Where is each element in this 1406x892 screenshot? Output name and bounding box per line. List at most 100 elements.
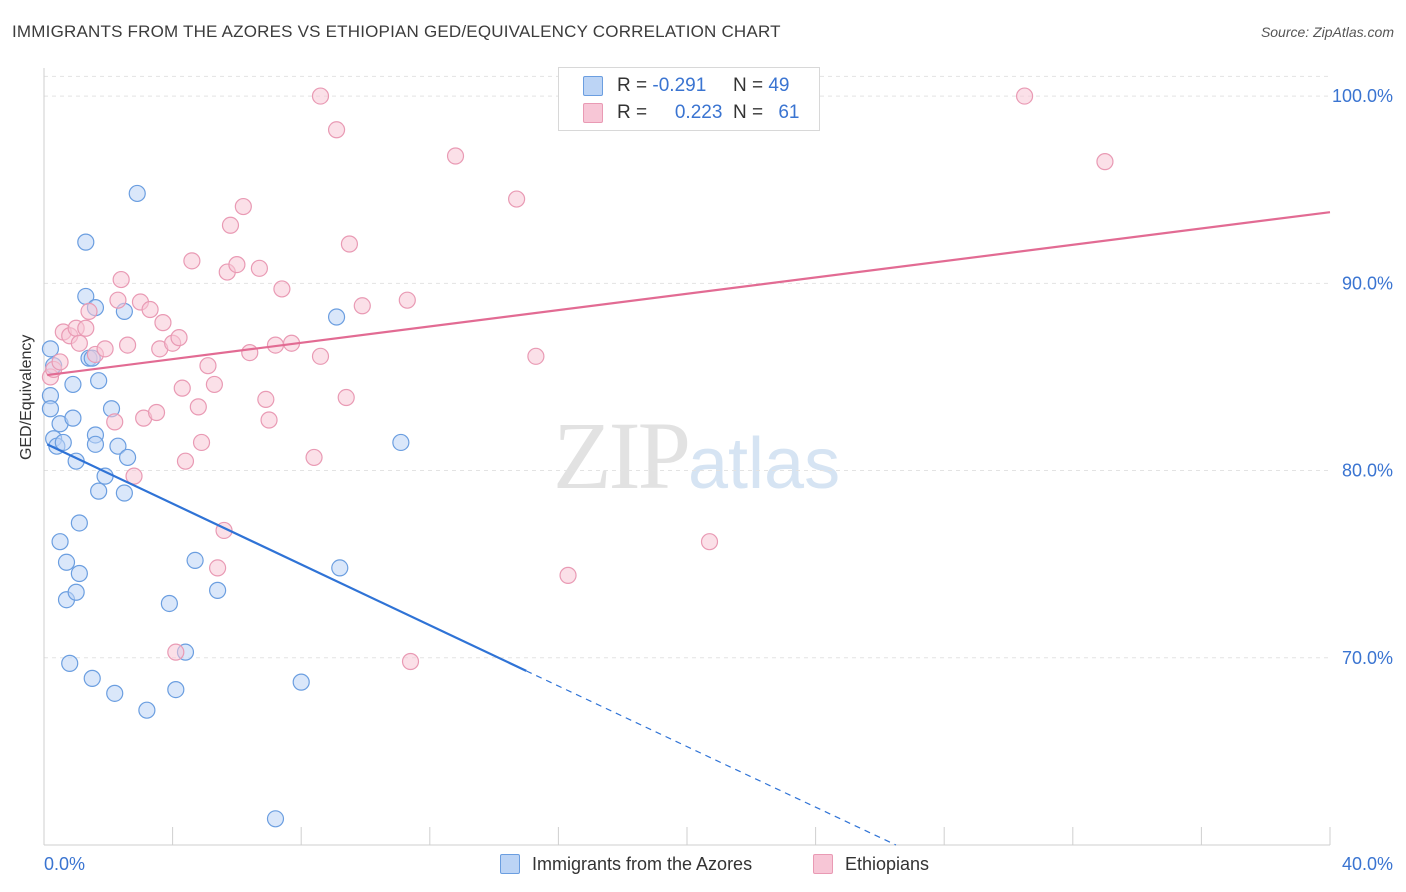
ethiopian-point bbox=[508, 190, 526, 208]
azores-point bbox=[41, 400, 60, 418]
y-tick-label: 100.0% bbox=[1332, 86, 1393, 106]
ethiopian-point bbox=[311, 347, 330, 365]
y-tick-label: 90.0% bbox=[1342, 273, 1393, 293]
bottom-legend-azores[interactable]: Immigrants from the Azores bbox=[500, 852, 752, 876]
y-tick-label: 70.0% bbox=[1342, 648, 1393, 668]
r-value: -0.291 bbox=[652, 75, 707, 96]
ethiopian-point bbox=[353, 297, 371, 315]
ethiopian-point bbox=[260, 411, 278, 429]
ethiopian-point bbox=[700, 533, 719, 551]
azores-swatch bbox=[500, 854, 520, 874]
ethiopian-point bbox=[250, 259, 269, 277]
ethiopian-point bbox=[70, 334, 88, 352]
azores-point bbox=[138, 701, 156, 719]
ethiopian-swatch bbox=[583, 103, 603, 123]
ethiopian-point bbox=[118, 336, 137, 354]
ethiopian-point bbox=[559, 566, 577, 584]
ethiopian-point bbox=[221, 216, 240, 234]
watermark: ZIPatlas bbox=[553, 400, 840, 511]
ethiopian-point bbox=[446, 147, 465, 165]
ethiopian-point bbox=[189, 398, 207, 416]
ethiopian-point bbox=[112, 270, 130, 289]
source-credit: Source: ZipAtlas.com bbox=[1260, 24, 1394, 40]
ethiopian-trend-line bbox=[47, 211, 1331, 377]
azores-point bbox=[90, 372, 108, 390]
azores-point bbox=[83, 669, 101, 687]
azores-point bbox=[115, 484, 133, 502]
ethiopian-point bbox=[205, 375, 223, 394]
n-label: N = bbox=[732, 75, 764, 96]
azores-point bbox=[64, 375, 82, 394]
azores-point bbox=[77, 233, 95, 251]
azores-point bbox=[160, 594, 178, 613]
azores-swatch bbox=[583, 76, 603, 96]
azores-point bbox=[186, 551, 204, 570]
azores-point bbox=[331, 559, 349, 577]
ethiopian-point bbox=[234, 197, 252, 216]
ethiopian-point bbox=[183, 252, 201, 270]
azores-point bbox=[106, 684, 124, 702]
ethiopian-swatch bbox=[813, 854, 833, 874]
ethiopian-point bbox=[80, 302, 98, 320]
ethiopian-point bbox=[305, 448, 323, 467]
ethiopian-point bbox=[154, 314, 172, 332]
azores-point bbox=[70, 564, 88, 583]
ethiopian-point bbox=[340, 235, 359, 253]
azores-point bbox=[41, 340, 60, 358]
ethiopian-point bbox=[228, 255, 246, 274]
azores-legend-label: Immigrants from the Azores bbox=[532, 853, 753, 874]
azores-trend-line bbox=[46, 443, 527, 672]
azores-point bbox=[167, 680, 185, 699]
azores-point bbox=[128, 184, 146, 203]
ethiopian-point bbox=[401, 652, 420, 671]
ethiopian-point bbox=[311, 87, 330, 105]
ethiopian-point bbox=[147, 403, 166, 422]
watermark-atlas: atlas bbox=[688, 424, 841, 504]
azores-point bbox=[292, 673, 310, 691]
ethiopian-point bbox=[1096, 153, 1114, 171]
ethiopian-point bbox=[176, 452, 195, 470]
watermark-zip: ZIP bbox=[553, 402, 691, 509]
n-value: 61 bbox=[778, 102, 800, 123]
azores-point bbox=[70, 514, 88, 532]
ethiopian-point bbox=[527, 347, 545, 365]
r-label: R = bbox=[617, 102, 648, 123]
azores-point bbox=[266, 810, 285, 828]
ethiopian-point bbox=[209, 559, 227, 577]
x-tick-label: 40.0% bbox=[1342, 854, 1393, 874]
ethiopian-point bbox=[173, 379, 191, 397]
ethiopian-point bbox=[77, 319, 95, 337]
azores-point bbox=[86, 435, 105, 453]
n-value: 49 bbox=[768, 75, 790, 96]
ethiopian-point bbox=[337, 388, 355, 407]
ethiopian-point bbox=[241, 343, 259, 362]
ethiopian-point bbox=[141, 300, 159, 319]
azores-point bbox=[109, 437, 127, 455]
ethiopian-point bbox=[96, 340, 114, 358]
ethiopian-point bbox=[273, 280, 291, 298]
azores-point bbox=[392, 433, 410, 452]
legend-row-ethiopians: R = 0.223 N = 61 bbox=[583, 100, 799, 126]
ethiopian-point bbox=[398, 291, 416, 309]
azores-point bbox=[67, 583, 85, 601]
azores-point bbox=[209, 581, 227, 599]
ethiopian-legend-label: Ethiopians bbox=[845, 853, 930, 874]
bottom-legend-ethiopians[interactable]: Ethiopians bbox=[813, 852, 929, 876]
azores-point bbox=[51, 533, 69, 551]
ethiopian-point bbox=[257, 390, 275, 408]
chart-title: IMMIGRANTS FROM THE AZORES VS ETHIOPIAN … bbox=[12, 22, 781, 41]
ethiopian-point bbox=[109, 291, 127, 309]
azores-trend-extension bbox=[525, 670, 897, 846]
ethiopian-point bbox=[125, 467, 143, 485]
ethiopian-point bbox=[170, 329, 188, 347]
ethiopian-point bbox=[167, 643, 185, 661]
azores-point bbox=[118, 448, 137, 467]
y-axis-label: GED/Equivalency bbox=[18, 334, 35, 460]
ethiopian-point bbox=[199, 357, 217, 375]
azores-point bbox=[64, 409, 82, 427]
r-label: R = bbox=[617, 75, 648, 96]
x-tick-label: 0.0% bbox=[44, 854, 85, 874]
azores-point bbox=[61, 654, 79, 672]
azores-point bbox=[90, 482, 108, 500]
